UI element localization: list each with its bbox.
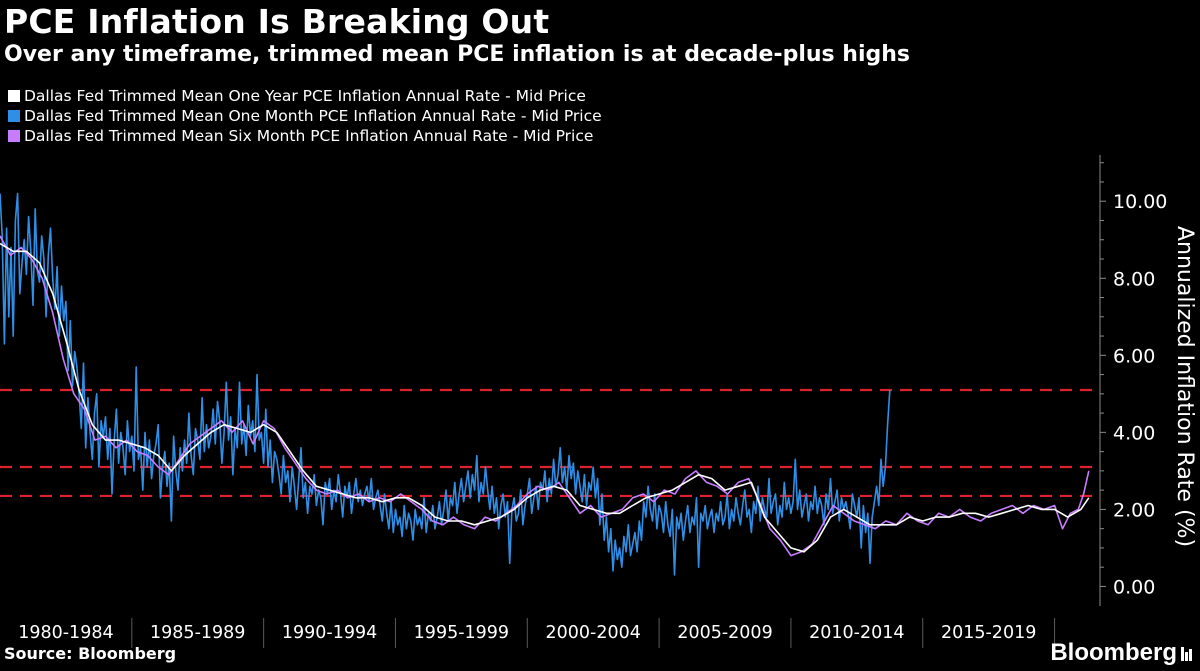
legend-swatch-one-month xyxy=(8,110,20,122)
x-tick-label: 1990-1994 xyxy=(282,623,377,643)
y-tick-label: 6.00 xyxy=(1113,345,1155,367)
legend-item-six-month: Dallas Fed Trimmed Mean Six Month PCE In… xyxy=(8,126,602,146)
bloomberg-logo: Bloomberg xyxy=(1050,639,1192,667)
y-tick-label: 2.00 xyxy=(1113,499,1155,521)
legend-label-one-year: Dallas Fed Trimmed Mean One Year PCE Inf… xyxy=(24,87,586,105)
legend-item-one-month: Dallas Fed Trimmed Mean One Month PCE In… xyxy=(8,106,602,126)
source-note: Source: Bloomberg xyxy=(4,644,177,663)
legend-label-one-month: Dallas Fed Trimmed Mean One Month PCE In… xyxy=(24,107,602,125)
y-tick-label: 0.00 xyxy=(1113,576,1155,598)
y-tick-label: 10.00 xyxy=(1113,191,1167,213)
brand-text: Bloomberg xyxy=(1050,639,1177,666)
x-tick-label: 2000-2004 xyxy=(545,623,640,643)
series-one-year-line xyxy=(0,242,1090,553)
legend-label-six-month: Dallas Fed Trimmed Mean Six Month PCE In… xyxy=(24,127,594,145)
x-tick-label: 1995-1999 xyxy=(414,623,509,643)
series-six-month-line xyxy=(0,235,1090,557)
legend-swatch-one-year xyxy=(8,90,20,102)
legend-item-one-year: Dallas Fed Trimmed Mean One Year PCE Inf… xyxy=(8,86,602,106)
x-tick-label: 2010-2014 xyxy=(809,623,904,643)
bar-chart-icon xyxy=(1180,645,1192,661)
legend-swatch-six-month xyxy=(8,130,20,142)
series-one-month-line xyxy=(0,192,891,576)
y-axis-title: Annualized Inflation Rate (%) xyxy=(1172,226,1197,547)
x-tick-label: 1980-1984 xyxy=(18,623,113,643)
x-tick-label: 2015-2019 xyxy=(941,623,1036,643)
x-tick-label: 2005-2009 xyxy=(677,623,772,643)
y-tick-label: 8.00 xyxy=(1113,268,1155,290)
y-tick-label: 4.00 xyxy=(1113,422,1155,444)
page-title: PCE Inflation Is Breaking Out xyxy=(4,2,550,41)
chart-legend: Dallas Fed Trimmed Mean One Year PCE Inf… xyxy=(8,86,602,146)
page-subtitle: Over any timeframe, trimmed mean PCE inf… xyxy=(4,42,910,67)
x-tick-label: 1985-1989 xyxy=(150,623,245,643)
